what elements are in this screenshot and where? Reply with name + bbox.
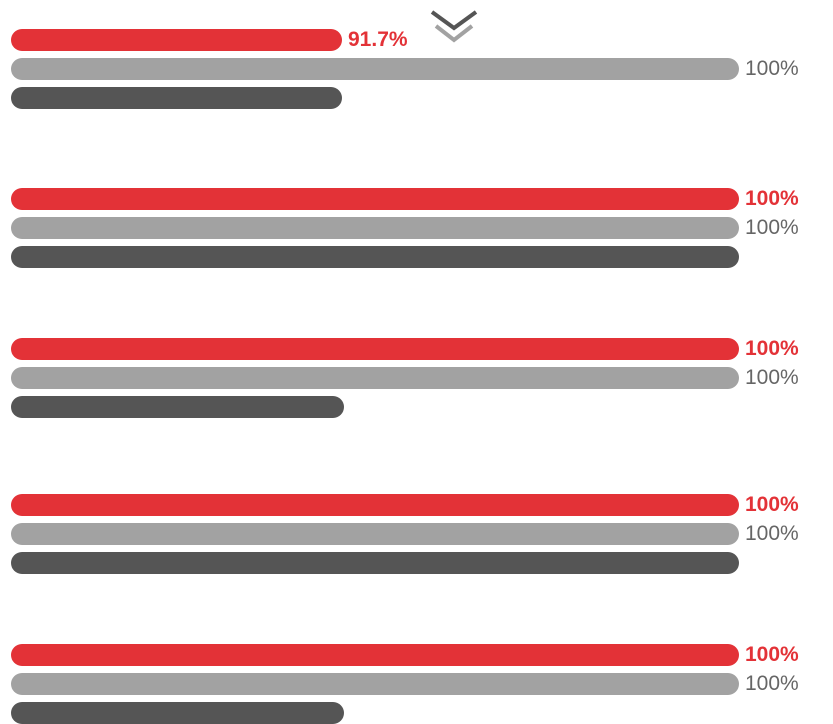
bar-red-group-4 [11,494,739,516]
bar-light_gray-group-1 [11,58,739,80]
data-label-red-group-3: 100% [745,337,799,360]
data-label-red-group-5: 100% [745,643,799,666]
chevron-double-down-icon[interactable] [426,6,482,50]
bar-light_gray-group-5 [11,673,739,695]
data-label-red-group-1: 91.7% [348,28,408,51]
bar-light_gray-group-4 [11,523,739,545]
bar-red-group-3 [11,338,739,360]
bar-light_gray-group-3 [11,367,739,389]
bar-dark_gray-group-1 [11,87,342,109]
data-label-light_gray-group-3: 100% [745,366,799,389]
data-label-light_gray-group-1: 100% [745,57,799,80]
bar-dark_gray-group-5 [11,702,344,724]
bar-red-group-5 [11,644,739,666]
data-label-red-group-4: 100% [745,493,799,516]
bar-dark_gray-group-4 [11,552,739,574]
data-label-light_gray-group-5: 100% [745,672,799,695]
bar-dark_gray-group-2 [11,246,739,268]
data-label-light_gray-group-4: 100% [745,522,799,545]
bar-red-group-2 [11,188,739,210]
data-label-light_gray-group-2: 100% [745,216,799,239]
data-label-red-group-2: 100% [745,187,799,210]
bar-dark_gray-group-3 [11,396,344,418]
bar-red-group-1 [11,29,342,51]
bar-light_gray-group-2 [11,217,739,239]
